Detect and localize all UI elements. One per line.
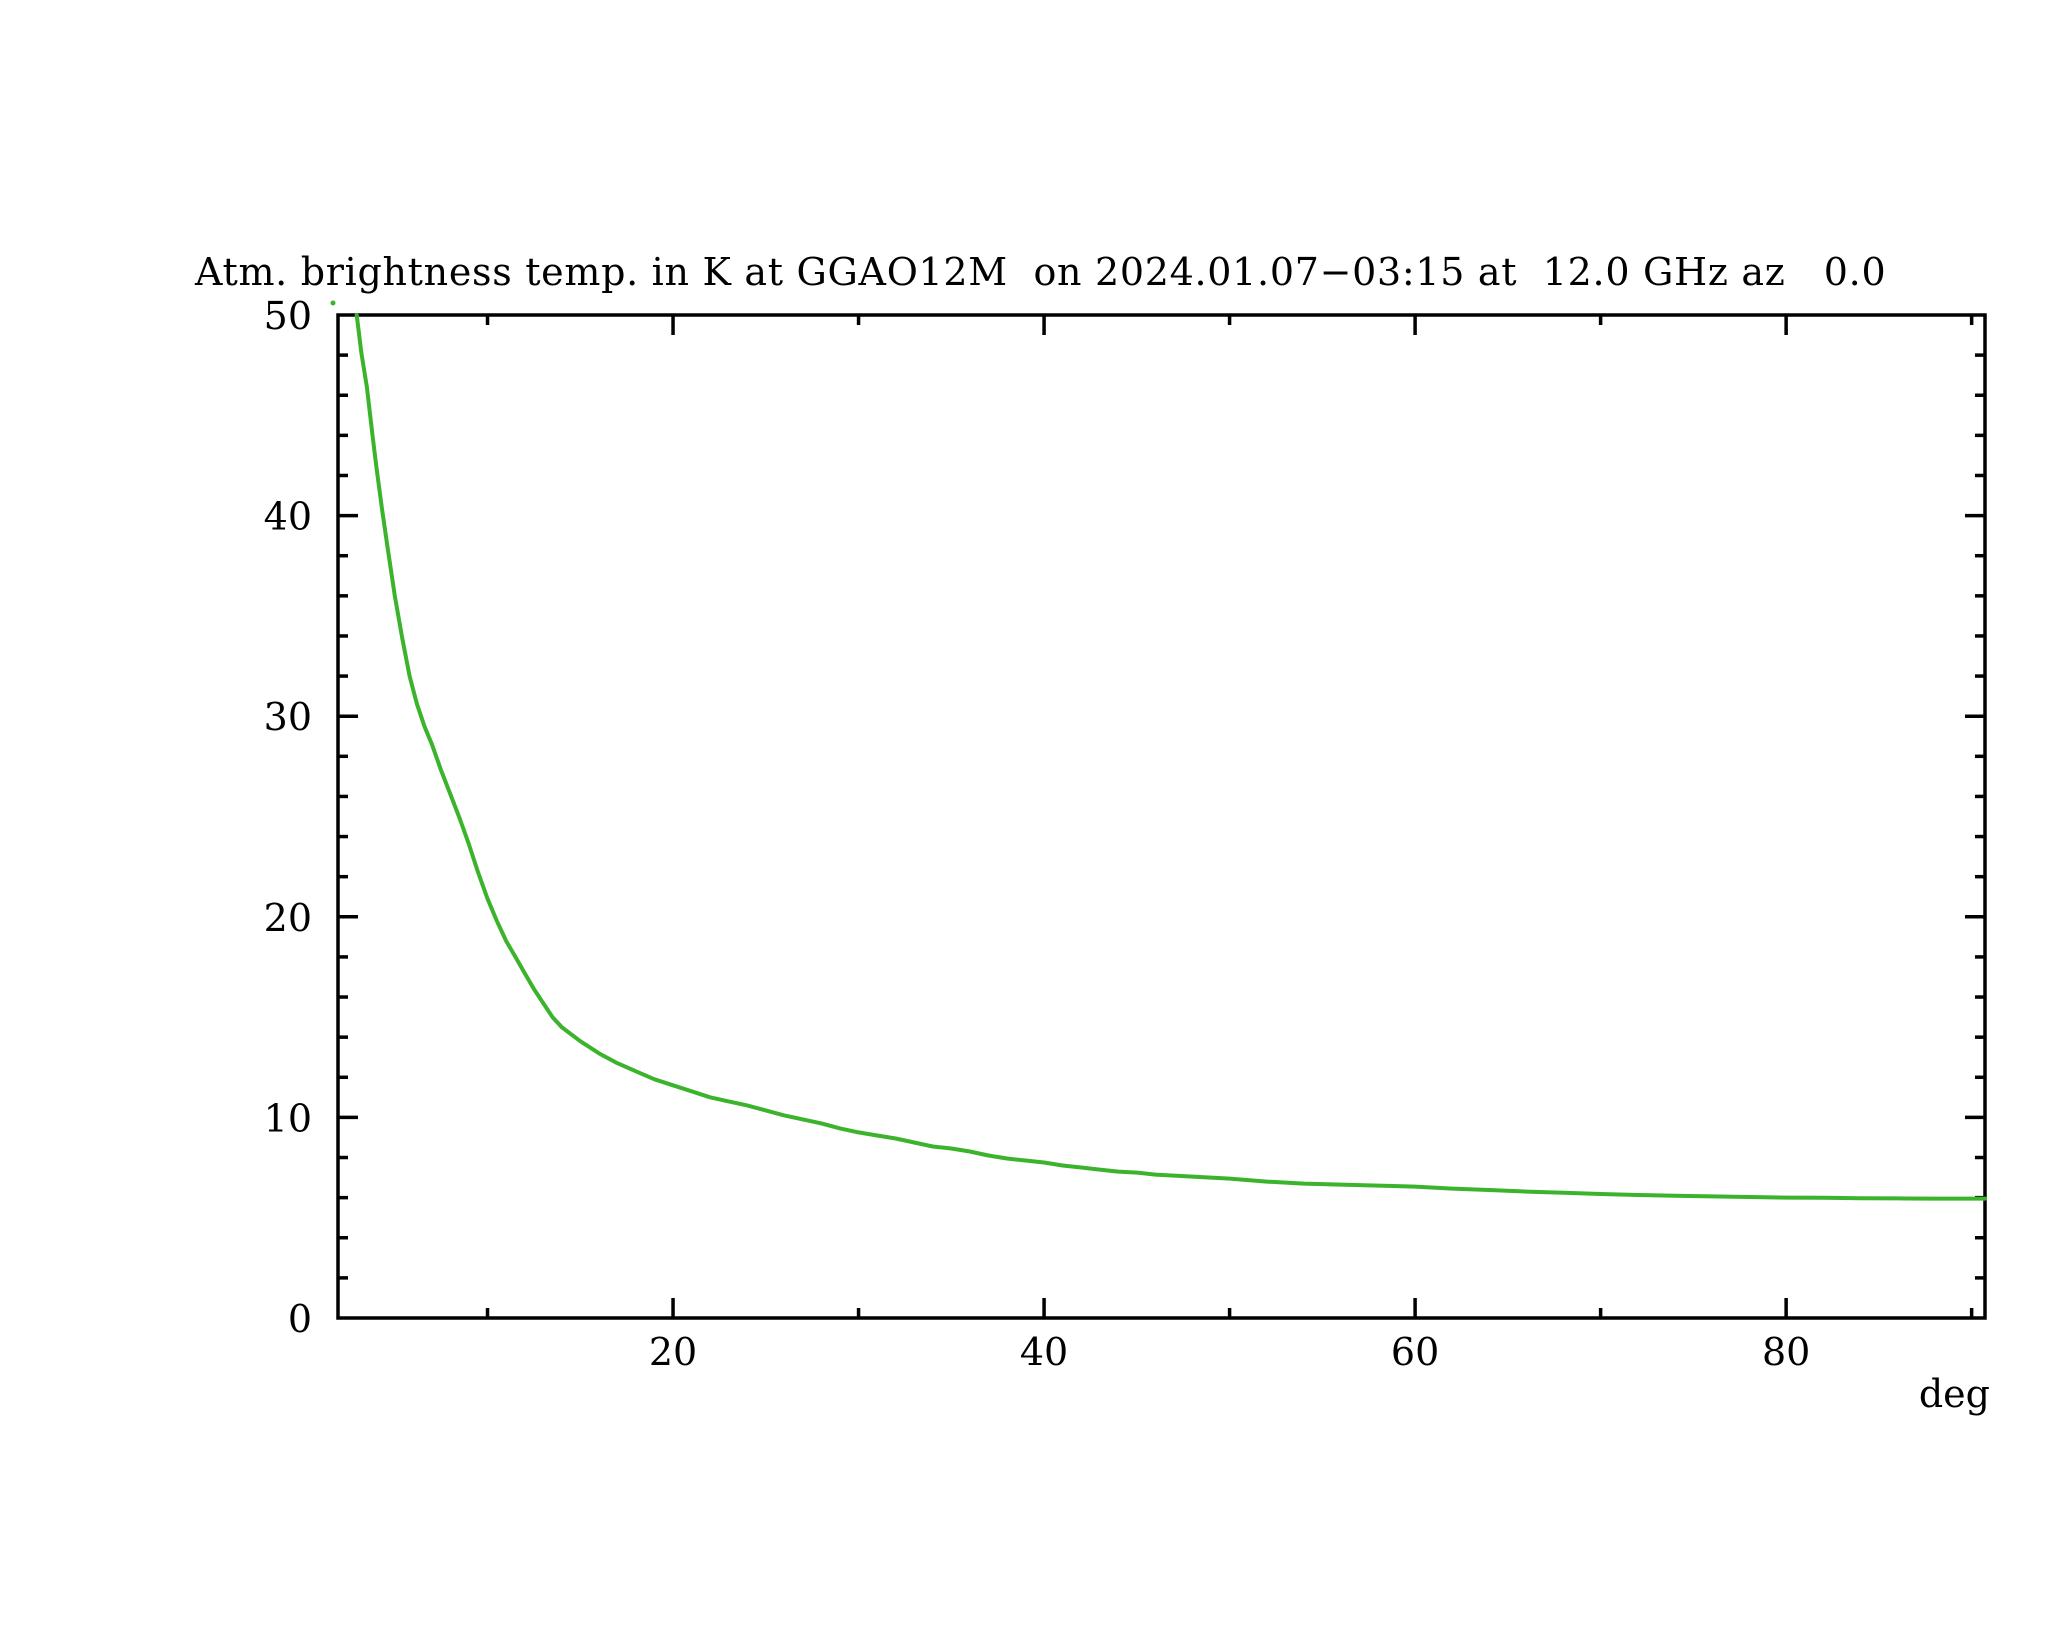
y-tick-label: 40 [264,495,312,539]
y-tick-label: 30 [264,695,312,739]
x-tick-label: 40 [1020,1330,1068,1374]
y-tick-label: 20 [264,896,312,940]
x-tick-label: 20 [649,1330,697,1374]
temperature-curve [354,313,1987,1201]
y-tick-label: 0 [288,1297,312,1341]
y-tick-label: 10 [264,1096,312,1140]
stray-curve-point [330,300,336,306]
x-tick-label: 60 [1391,1330,1439,1374]
chart-title: Atm. brightness temp. in K at GGAO12M on… [195,250,1887,294]
x-axis-unit-label: deg [1918,1372,1990,1416]
x-tick-label: 80 [1762,1330,1810,1374]
y-tick-label: 50 [264,294,312,338]
axis-frame [336,313,1987,1320]
